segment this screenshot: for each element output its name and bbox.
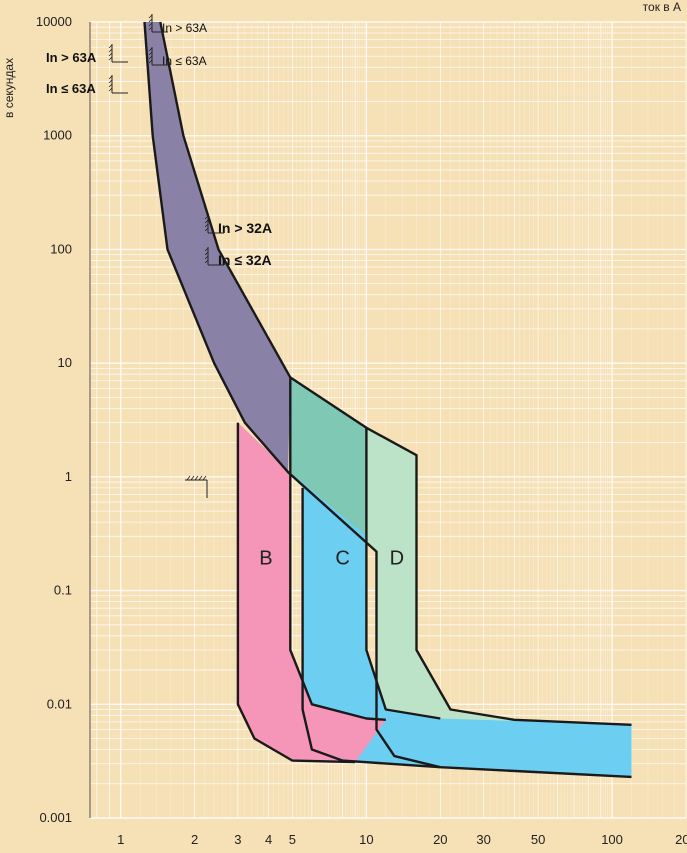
hatch-tick <box>194 475 199 481</box>
hatch-tick <box>108 75 113 80</box>
outline-C-upper <box>365 427 441 720</box>
hatch-tick <box>204 227 209 232</box>
hatch-tick <box>202 475 207 481</box>
hatch-tick <box>186 475 191 481</box>
breaker-rating-annotation: In ≤ 32A <box>218 252 272 268</box>
y-tick-label: 100 <box>50 241 72 256</box>
region-D <box>290 377 632 777</box>
outline-upper <box>159 21 632 726</box>
y-tick-label: 10000 <box>36 14 72 29</box>
hatch-tick <box>108 83 113 88</box>
hatch-tick <box>190 475 195 481</box>
series-label-B: B <box>259 547 272 569</box>
hatch-tick <box>204 255 209 260</box>
series-label-C: C <box>335 547 349 569</box>
y-tick-label: 1 <box>65 469 72 484</box>
hatch-tick <box>148 22 153 27</box>
outline-B-upper <box>289 377 386 721</box>
x-tick-label: 1 <box>117 832 124 847</box>
x-tick-label: 20 <box>433 832 447 847</box>
outline-C-lower <box>301 487 441 769</box>
hatch-marker <box>148 47 168 66</box>
y-tick-label: 0.1 <box>54 583 72 598</box>
hatch-tick <box>108 79 113 84</box>
hatch-tick <box>108 44 113 49</box>
y-tick-label: 10 <box>58 355 72 370</box>
hatch-tick <box>108 87 113 92</box>
hatch-tick <box>148 18 153 23</box>
hatch-tick <box>148 47 153 52</box>
hatch-marker-standalone <box>185 475 208 498</box>
overlap-zone <box>290 377 367 537</box>
hatch-tick <box>148 59 153 64</box>
x-tick-label: 100 <box>601 832 623 847</box>
breaker-rating-annotation: In ≤ 63A <box>162 54 207 68</box>
hatch-tick <box>148 14 153 19</box>
x-tick-label: 3 <box>234 832 241 847</box>
x-tick-label: 50 <box>531 832 545 847</box>
hatch-tick <box>204 259 209 264</box>
hatch-tick <box>198 475 203 481</box>
hatch-marker <box>108 75 128 94</box>
hatch-marker <box>204 247 224 266</box>
hatch-tick <box>108 56 113 61</box>
y-tick-label: 0.001 <box>39 810 72 825</box>
hatch-tick <box>148 51 153 56</box>
hatch-tick <box>148 26 153 31</box>
hatch-tick <box>148 55 153 60</box>
series-label-D: D <box>390 547 404 569</box>
breaker-rating-annotation: In > 63A <box>162 21 207 35</box>
hatch-tick <box>204 251 209 256</box>
hatch-marker <box>148 14 168 33</box>
x-tick-label: 5 <box>289 832 296 847</box>
hatch-tick <box>108 48 113 53</box>
x-tick-label: 10 <box>359 832 373 847</box>
outline-B-lower <box>236 422 356 764</box>
hatch-marker <box>204 215 224 234</box>
x-tick-label: 4 <box>265 832 272 847</box>
breaker-rating-annotation: In > 32A <box>218 220 272 236</box>
x-tick-label: 2 <box>191 832 198 847</box>
hatch-tick <box>204 247 209 252</box>
x-axis-title: ток в A <box>642 0 681 14</box>
breaker-rating-annotation: In ≤ 63A <box>46 81 96 96</box>
y-tick-label: 0.01 <box>47 696 72 711</box>
hatch-tick <box>204 219 209 224</box>
y-tick-label: 1000 <box>43 128 72 143</box>
region-B <box>237 422 386 763</box>
hatch-tick <box>108 52 113 57</box>
x-tick-label: 200 <box>675 832 687 847</box>
hatch-tick <box>204 215 209 220</box>
hatch-marker <box>108 44 128 63</box>
hatch-tick <box>204 223 209 228</box>
outline-lower <box>143 21 632 779</box>
x-tick-label: 30 <box>476 832 490 847</box>
breaker-rating-annotation: In > 63A <box>46 50 97 65</box>
